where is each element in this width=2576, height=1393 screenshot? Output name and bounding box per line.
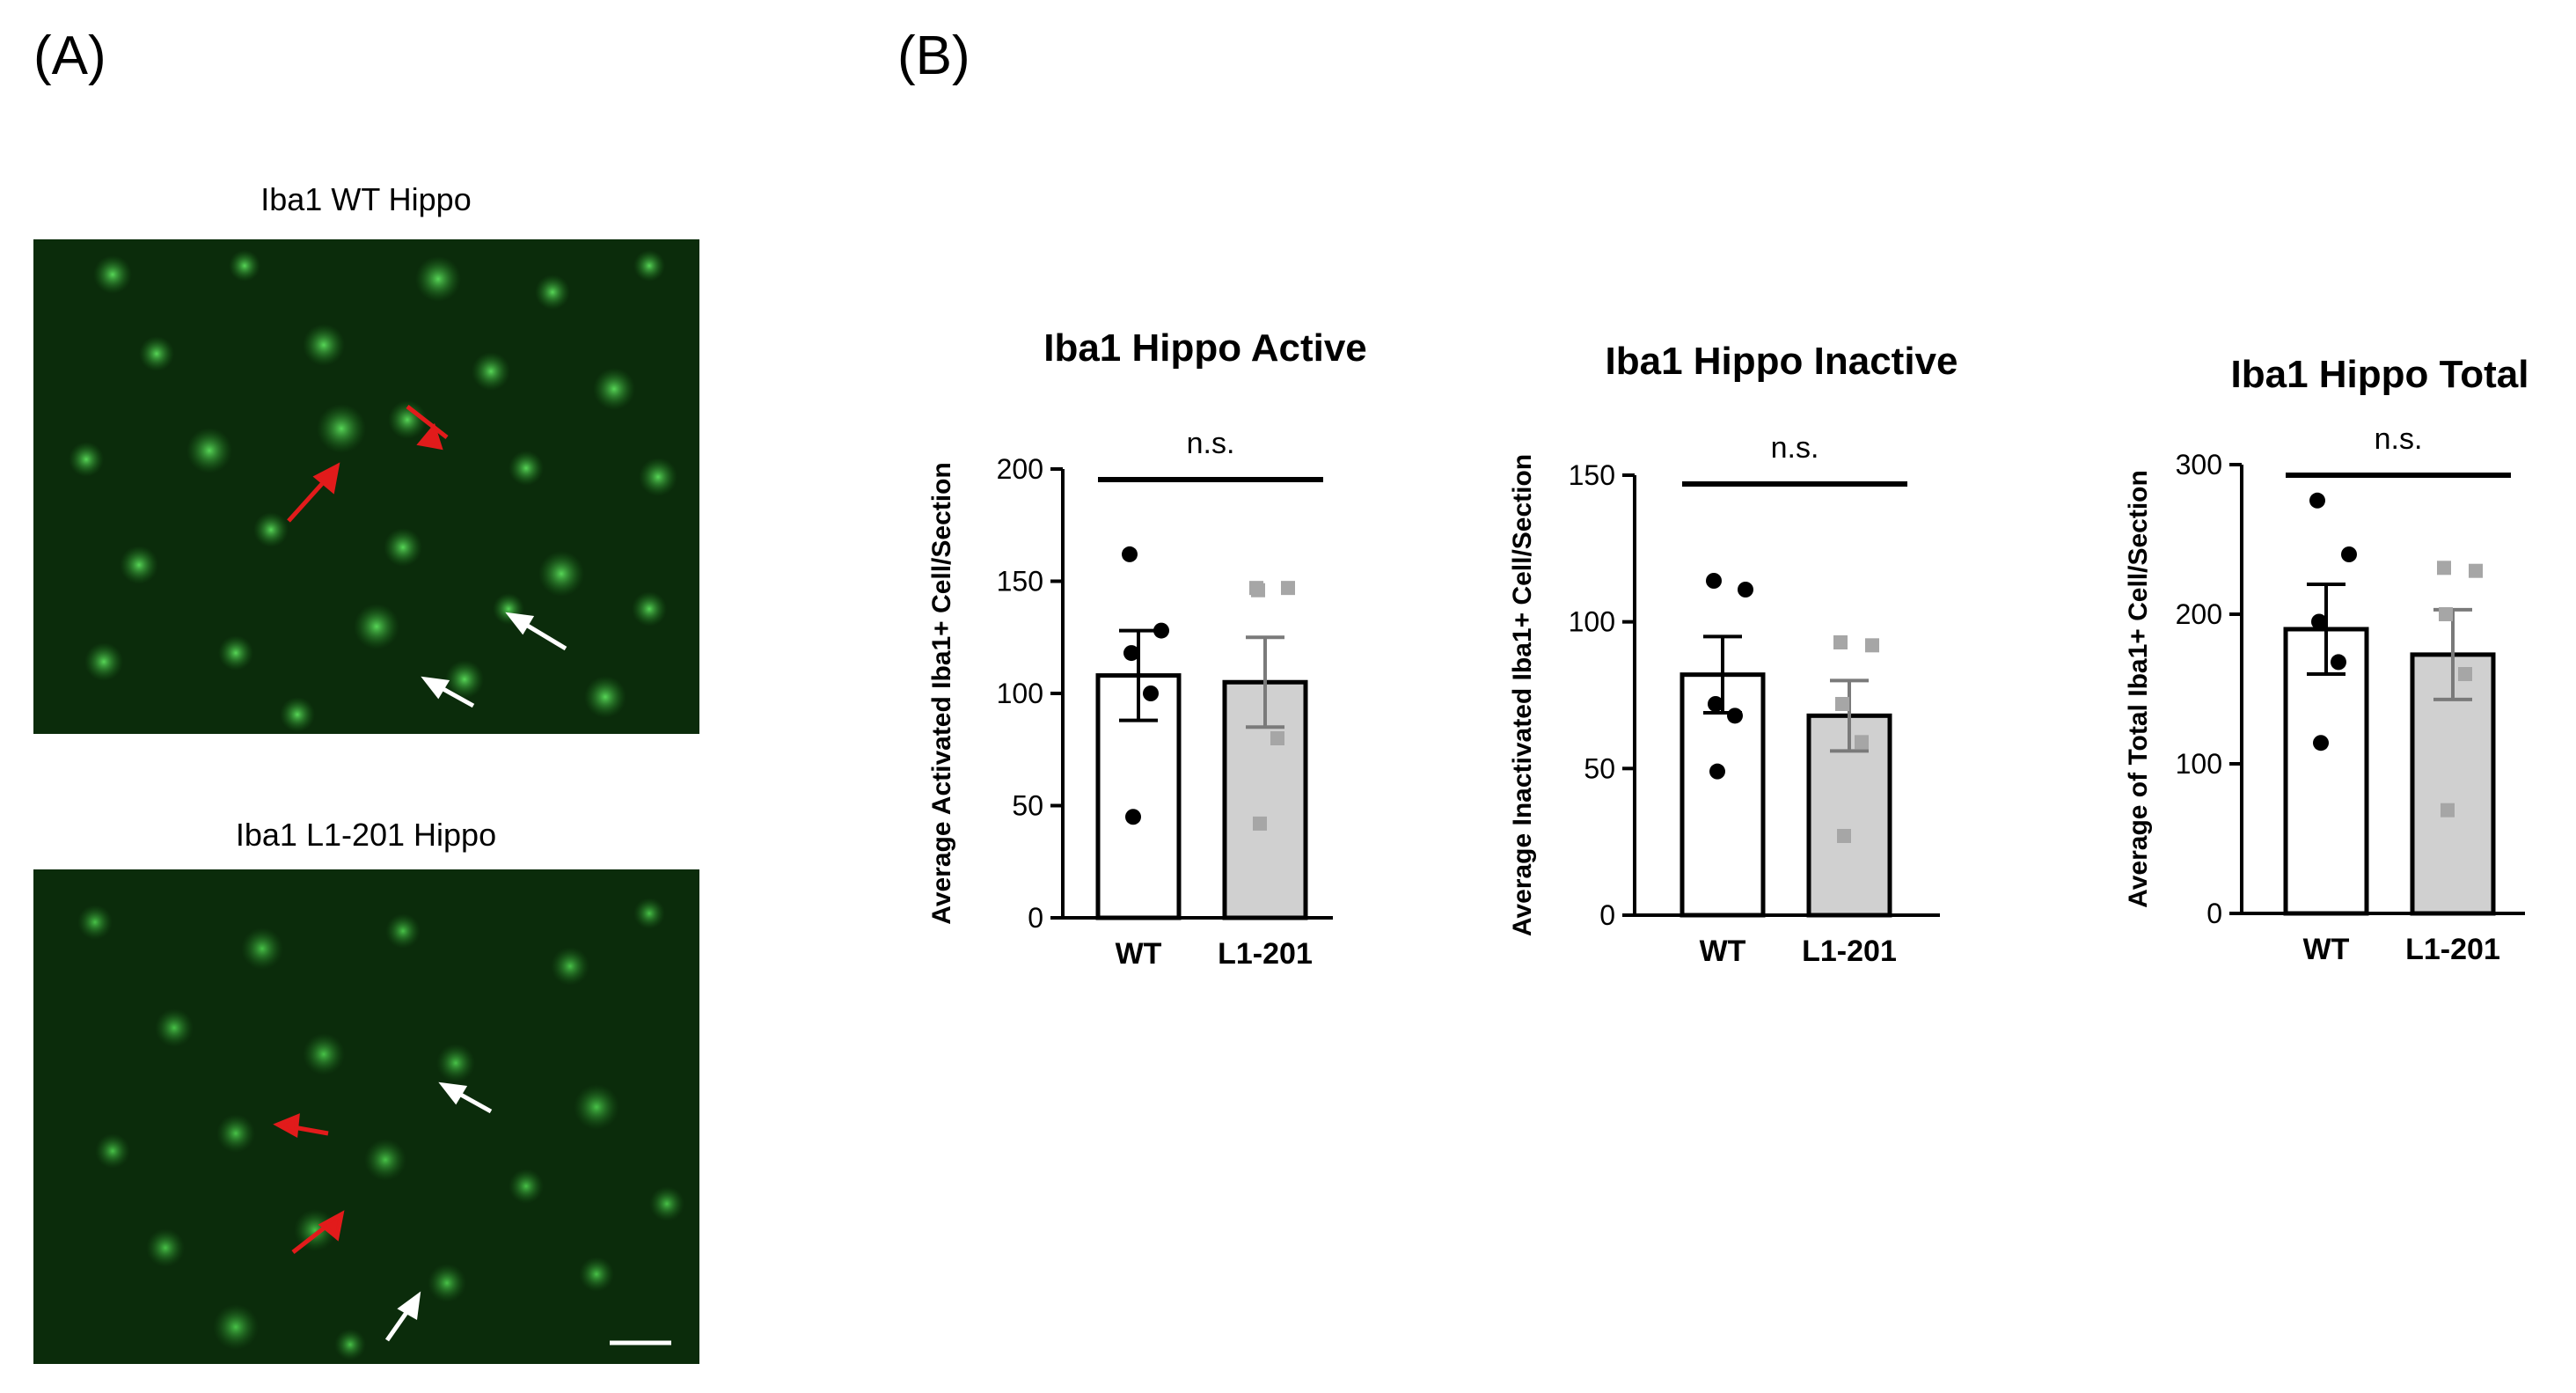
chart-title: Iba1 Hippo Inactive xyxy=(1606,340,1958,383)
data-point-wt xyxy=(1709,763,1725,780)
data-point-l1-201 xyxy=(2458,667,2472,681)
data-point-wt xyxy=(2309,492,2325,509)
y-axis-label: Average of Total Iba1+ Cell/Section xyxy=(2124,470,2153,908)
microglia-cells xyxy=(77,898,684,1360)
data-point-l1-201 xyxy=(1865,638,1879,653)
data-point-l1-201 xyxy=(1253,816,1267,831)
y-tick-label: 0 xyxy=(1028,902,1043,934)
data-point-wt xyxy=(1706,573,1722,589)
white-arrow-icon xyxy=(421,612,567,708)
data-point-l1-201 xyxy=(1837,829,1851,843)
y-tick-label: 150 xyxy=(997,566,1043,598)
chart-title: Iba1 Hippo Total xyxy=(2231,353,2529,396)
data-point-l1-201 xyxy=(1833,635,1848,649)
data-point-wt xyxy=(1727,707,1743,724)
panel-label-a: (A) xyxy=(33,26,106,86)
data-point-wt xyxy=(1153,622,1169,639)
data-point-wt xyxy=(2311,613,2327,630)
data-point-l1-201 xyxy=(2441,803,2455,817)
data-point-l1-201 xyxy=(1270,731,1284,745)
white-arrow-icon xyxy=(384,1081,493,1342)
y-tick-label: 100 xyxy=(2176,748,2222,780)
data-point-wt xyxy=(2331,654,2346,671)
data-point-wt xyxy=(2313,735,2329,751)
data-point-wt xyxy=(1708,696,1723,712)
x-tick-label: WT xyxy=(1116,937,1162,971)
y-tick-label: 200 xyxy=(2176,598,2222,630)
data-point-wt xyxy=(1125,809,1141,825)
data-point-l1-201 xyxy=(2469,563,2483,578)
y-axis-label: Average Activated Iba1+ Cell/Section xyxy=(927,462,956,924)
data-point-l1-201 xyxy=(2439,607,2453,621)
data-point-wt xyxy=(2341,546,2357,562)
microglia-cells xyxy=(69,250,677,732)
data-point-wt xyxy=(1122,546,1138,562)
image-caption-wt: Iba1 WT Hippo xyxy=(260,181,472,217)
data-point-l1-201 xyxy=(1835,697,1849,711)
bar-wt xyxy=(1680,672,1766,918)
red-arrow-icon xyxy=(273,1113,345,1254)
panel-label-b: (B) xyxy=(897,26,970,86)
y-tick-label: 200 xyxy=(997,453,1043,485)
y-axis-label: Average Inactivated Iba1+ Cell/Section xyxy=(1508,454,1537,936)
data-point-wt xyxy=(1738,582,1753,598)
significance-label: n.s. xyxy=(1187,427,1235,460)
y-tick-label: 0 xyxy=(1599,899,1615,931)
chart-total: Iba1 Hippo Total Average of Total Iba1+ C… xyxy=(2124,353,2529,966)
data-point-wt xyxy=(1143,686,1159,701)
chart-active: Iba1 Hippo Active Average Activated Iba1+… xyxy=(927,326,1367,971)
data-point-l1-201 xyxy=(1281,581,1295,596)
y-tick-label: 100 xyxy=(1569,606,1615,638)
y-tick-label: 50 xyxy=(1012,790,1043,822)
red-arrow-icon xyxy=(287,405,449,523)
data-point-l1-201 xyxy=(1251,583,1265,598)
y-tick-label: 0 xyxy=(2206,898,2222,929)
bar-wt xyxy=(2283,627,2369,916)
bar-l1-201 xyxy=(2410,652,2496,916)
x-tick-label: L1-201 xyxy=(1802,935,1897,968)
chart-title: Iba1 Hippo Active xyxy=(1043,326,1367,370)
significance-label: n.s. xyxy=(1771,431,1819,465)
micrograph-l1-svg xyxy=(77,898,684,1360)
x-tick-label: WT xyxy=(1700,935,1746,968)
micrograph-wt xyxy=(33,239,699,734)
micrograph-wt-svg xyxy=(69,250,677,732)
micrograph-l1 xyxy=(33,869,699,1364)
x-tick-label: L1-201 xyxy=(1218,937,1313,971)
chart-inactive: Iba1 Hippo Inactive Average Inactivated I… xyxy=(1508,340,1958,968)
image-caption-l1: Iba1 L1-201 Hippo xyxy=(235,817,497,853)
data-point-wt xyxy=(1123,645,1139,662)
y-tick-label: 50 xyxy=(1584,752,1615,784)
y-tick-label: 300 xyxy=(2176,449,2222,480)
data-point-l1-201 xyxy=(2437,561,2451,576)
significance-label: n.s. xyxy=(2375,422,2423,456)
data-point-l1-201 xyxy=(1855,735,1869,750)
y-tick-label: 150 xyxy=(1569,459,1615,491)
y-tick-label: 100 xyxy=(997,678,1043,709)
x-tick-label: L1-201 xyxy=(2405,933,2500,966)
x-tick-label: WT xyxy=(2303,933,2350,966)
